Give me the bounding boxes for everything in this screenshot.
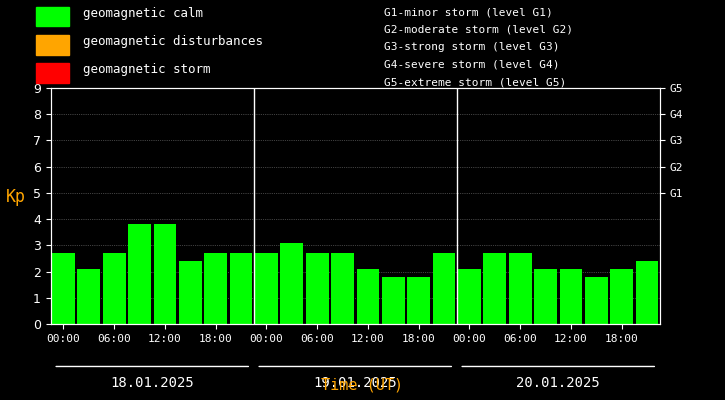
Bar xyxy=(585,277,608,324)
Text: 19.01.2025: 19.01.2025 xyxy=(313,376,397,390)
Text: geomagnetic disturbances: geomagnetic disturbances xyxy=(83,35,263,48)
Text: G2-moderate storm (level G2): G2-moderate storm (level G2) xyxy=(384,25,573,35)
Text: G4-severe storm (level G4): G4-severe storm (level G4) xyxy=(384,60,560,70)
Text: G5-extreme storm (level G5): G5-extreme storm (level G5) xyxy=(384,78,566,88)
Bar xyxy=(128,224,151,324)
Bar xyxy=(534,269,557,324)
Bar xyxy=(281,243,303,324)
Bar xyxy=(509,253,531,324)
Text: G3-strong storm (level G3): G3-strong storm (level G3) xyxy=(384,42,560,52)
Bar xyxy=(103,253,125,324)
Bar xyxy=(179,261,202,324)
Bar xyxy=(52,253,75,324)
Bar xyxy=(78,269,100,324)
Bar xyxy=(560,269,582,324)
Text: 20.01.2025: 20.01.2025 xyxy=(516,376,600,390)
Bar xyxy=(357,269,379,324)
Bar xyxy=(255,253,278,324)
Bar xyxy=(610,269,633,324)
Bar xyxy=(154,224,176,324)
Bar xyxy=(331,253,354,324)
Bar xyxy=(204,253,227,324)
FancyBboxPatch shape xyxy=(36,7,69,26)
Bar xyxy=(382,277,405,324)
Bar xyxy=(458,269,481,324)
Bar xyxy=(636,261,658,324)
Text: 18.01.2025: 18.01.2025 xyxy=(110,376,194,390)
Bar xyxy=(306,253,328,324)
Y-axis label: Kp: Kp xyxy=(7,188,26,206)
Text: G1-minor storm (level G1): G1-minor storm (level G1) xyxy=(384,7,553,17)
Bar xyxy=(407,277,430,324)
Text: geomagnetic calm: geomagnetic calm xyxy=(83,7,204,20)
Text: geomagnetic storm: geomagnetic storm xyxy=(83,63,211,76)
FancyBboxPatch shape xyxy=(36,63,69,83)
Bar xyxy=(484,253,506,324)
Text: Time (UT): Time (UT) xyxy=(321,377,404,392)
FancyBboxPatch shape xyxy=(36,35,69,54)
Bar xyxy=(230,253,252,324)
Bar xyxy=(433,253,455,324)
